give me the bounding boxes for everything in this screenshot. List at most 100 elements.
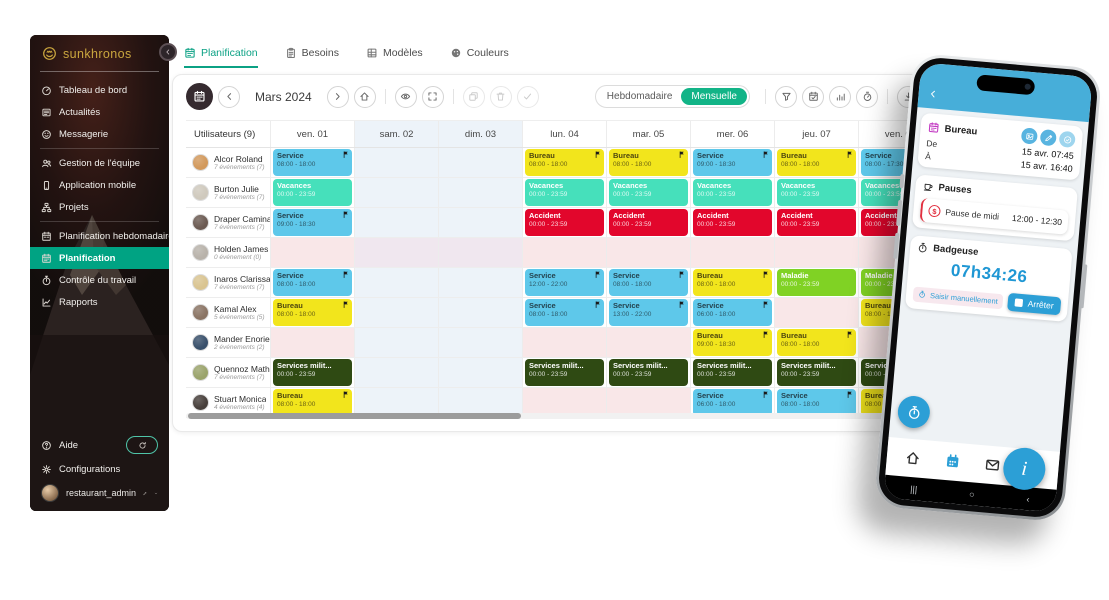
image-action-button[interactable] xyxy=(1020,127,1039,145)
schedule-cell[interactable] xyxy=(355,358,439,387)
schedule-cell[interactable]: Service 08:00 - 18:00 xyxy=(607,268,691,297)
timer-fab[interactable] xyxy=(896,394,932,430)
event-chip[interactable]: Maladie 00:00 - 23:59 xyxy=(777,269,856,296)
schedule-cell[interactable]: Service 08:00 - 18:00 xyxy=(271,268,355,297)
event-chip[interactable]: Accident 00:00 - 23:59 xyxy=(525,209,604,236)
stop-button[interactable]: Arrêter xyxy=(1007,292,1062,316)
schedule-cell[interactable]: Accident 00:00 - 23:59 xyxy=(523,208,607,237)
back-icon[interactable] xyxy=(927,88,939,100)
sidebar-item-aide[interactable]: Aide xyxy=(30,433,169,457)
event-chip[interactable]: Services milit...00:00 - 23:59 xyxy=(273,359,352,386)
calendar-view-button[interactable] xyxy=(186,83,213,110)
schedule-cell[interactable]: Service 06:00 - 18:00 xyxy=(691,298,775,327)
sidebar-item-projets[interactable]: Projets xyxy=(30,196,169,218)
event-chip[interactable]: Vacances 00:00 - 23:59 xyxy=(693,179,772,206)
schedule-cell[interactable]: Vacances 00:00 - 23:59 xyxy=(523,178,607,207)
user-menu[interactable]: restaurant_admin xyxy=(30,481,169,505)
user-cell[interactable]: Mander Enoriel 2 événements (2) xyxy=(186,328,271,357)
event-chip[interactable]: Accident 00:00 - 23:59 xyxy=(609,209,688,236)
nav-calendar-filled-icon[interactable] xyxy=(944,453,961,470)
schedule-cell[interactable]: Vacances 00:00 - 23:59 xyxy=(271,178,355,207)
schedule-cell[interactable] xyxy=(439,358,523,387)
event-chip[interactable]: Service 09:00 - 18:30 xyxy=(693,149,772,176)
user-cell[interactable]: Inaros Clarissa 7 événements (7) xyxy=(186,268,271,297)
schedule-cell[interactable] xyxy=(271,238,355,267)
user-cell[interactable]: Draper Camina 7 événements (7) xyxy=(186,208,271,237)
event-chip[interactable]: Services milit...00:00 - 23:59 xyxy=(609,359,688,386)
schedule-cell[interactable]: Service 09:00 - 18:30 xyxy=(271,208,355,237)
app-logo[interactable]: sunkhronos xyxy=(30,35,169,69)
schedule-cell[interactable]: Service 08:00 - 18:00 xyxy=(271,148,355,177)
schedule-cell[interactable]: Accident 00:00 - 23:59 xyxy=(775,208,859,237)
tab-besoins[interactable]: Besoins xyxy=(285,47,339,68)
schedule-cell[interactable]: Services milit...00:00 - 23:59 xyxy=(607,358,691,387)
user-cell[interactable]: Burton Julie 7 événements (7) xyxy=(186,178,271,207)
prev-period-button[interactable] xyxy=(218,85,240,108)
event-chip[interactable]: Service 08:00 - 18:00 xyxy=(273,149,352,176)
schedule-cell[interactable]: Service 08:00 - 18:00 xyxy=(523,298,607,327)
schedule-cell[interactable]: Services milit...00:00 - 23:59 xyxy=(775,358,859,387)
event-chip[interactable]: Service 12:00 - 22:00 xyxy=(525,269,604,296)
schedule-cell[interactable] xyxy=(355,298,439,327)
schedule-cell[interactable]: Service 12:00 - 22:00 xyxy=(523,268,607,297)
event-chip[interactable]: Vacances 00:00 - 23:59 xyxy=(777,179,856,206)
check-circle-action-button[interactable] xyxy=(1058,130,1076,149)
event-chip[interactable]: Vacances 00:00 - 23:59 xyxy=(273,179,352,206)
schedule-cell[interactable] xyxy=(355,208,439,237)
sidebar-item-messagerie[interactable]: Messagerie xyxy=(30,123,169,145)
user-cell[interactable]: Kamal Alex 5 événements (5) xyxy=(186,298,271,327)
visibility-button[interactable] xyxy=(394,85,417,108)
recents-button[interactable]: ||| xyxy=(909,483,918,495)
schedule-cell[interactable] xyxy=(439,178,523,207)
tab-modeles[interactable]: Modèles xyxy=(366,47,423,68)
schedule-cell[interactable] xyxy=(775,298,859,327)
delete-button[interactable] xyxy=(489,85,512,108)
sidebar-item-planification-hebdomadaire[interactable]: Planification hebdomadaire xyxy=(30,225,169,247)
event-chip[interactable]: Service 08:00 - 18:00 xyxy=(273,269,352,296)
event-chip[interactable]: Vacances 00:00 - 23:59 xyxy=(609,179,688,206)
sidebar-item-rapports[interactable]: Rapports xyxy=(30,291,169,313)
schedule-cell[interactable] xyxy=(355,268,439,297)
schedule-cell[interactable] xyxy=(439,238,523,267)
sidebar-item-application-mobile[interactable]: Application mobile xyxy=(30,174,169,196)
horizontal-scrollbar[interactable] xyxy=(186,413,943,419)
user-cell[interactable]: Quennoz Mathias7 événements (7) xyxy=(186,358,271,387)
filter-button[interactable] xyxy=(775,85,797,108)
event-chip[interactable]: Service 08:00 - 18:00 xyxy=(525,299,604,326)
time-tracking-button[interactable] xyxy=(856,85,878,108)
back-gesture-button[interactable]: ‹ xyxy=(1026,493,1031,504)
home-gesture-button[interactable]: ○ xyxy=(968,488,976,500)
sidebar-collapse-button[interactable] xyxy=(159,43,177,61)
event-chip[interactable]: Service 08:00 - 18:00 xyxy=(609,269,688,296)
event-chip[interactable]: Services milit...00:00 - 23:59 xyxy=(525,359,604,386)
tab-couleurs[interactable]: Couleurs xyxy=(450,47,509,68)
schedule-cell[interactable] xyxy=(439,268,523,297)
sidebar-item-configurations[interactable]: Configurations xyxy=(30,457,169,481)
schedule-cell[interactable]: Vacances 00:00 - 23:59 xyxy=(691,178,775,207)
schedule-cell[interactable]: Service 08:00 - 18:00 xyxy=(775,388,859,417)
schedule-cell[interactable] xyxy=(523,328,607,357)
schedule-cell[interactable]: Accident 00:00 - 23:59 xyxy=(691,208,775,237)
stats-button[interactable] xyxy=(829,85,851,108)
schedule-cell[interactable]: Service 13:00 - 22:00 xyxy=(607,298,691,327)
schedule-cell[interactable] xyxy=(523,388,607,417)
schedule-cell[interactable]: Services milit...00:00 - 23:59 xyxy=(523,358,607,387)
event-chip[interactable]: Accident 00:00 - 23:59 xyxy=(777,209,856,236)
event-chip[interactable]: Service 08:00 - 18:00 xyxy=(777,389,856,416)
nav-mail-icon[interactable] xyxy=(984,456,1001,473)
fullscreen-button[interactable] xyxy=(421,85,444,108)
event-chip[interactable]: Services milit...00:00 - 23:59 xyxy=(693,359,772,386)
schedule-cell[interactable] xyxy=(439,208,523,237)
schedule-cell[interactable] xyxy=(523,238,607,267)
